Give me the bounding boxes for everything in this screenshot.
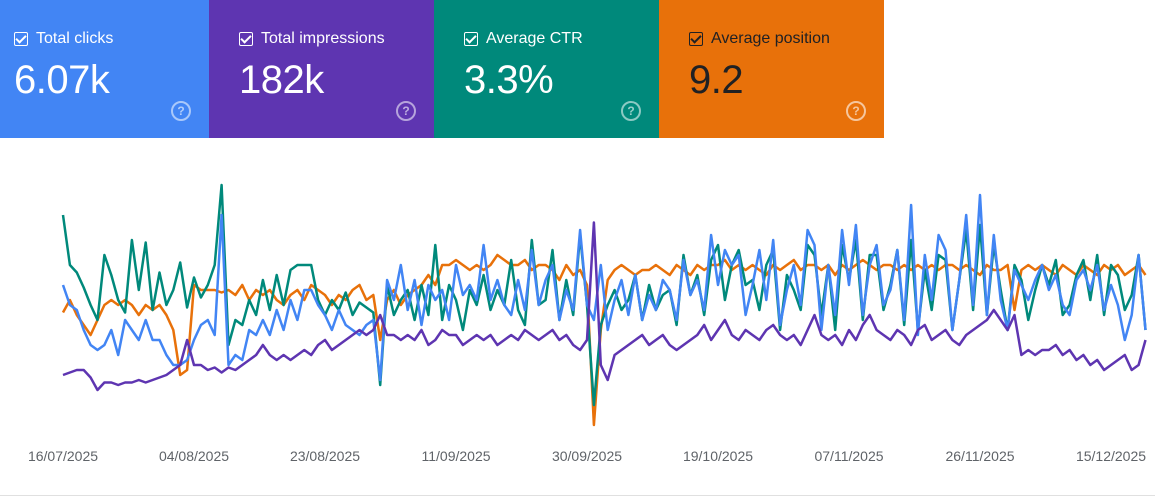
card-average-position[interactable]: Average position 9.2 ? <box>659 0 884 138</box>
card-value: 9.2 <box>689 58 744 102</box>
card-value: 3.3% <box>464 58 554 102</box>
x-tick-label: 04/08/2025 <box>159 448 229 464</box>
series-line-average-ctr <box>61 183 1147 407</box>
card-label: Total clicks <box>36 30 114 47</box>
card-label: Total impressions <box>261 30 385 47</box>
card-value: 6.07k <box>14 58 110 102</box>
x-tick-label: 11/09/2025 <box>421 448 490 464</box>
x-tick-label: 07/11/2025 <box>814 448 883 464</box>
x-tick-label: 30/09/2025 <box>552 448 622 464</box>
metric-cards: Total clicks 6.07k ? Total impressions 1… <box>0 0 884 138</box>
x-tick-label: 26/11/2025 <box>945 448 1014 464</box>
card-label: Average position <box>711 30 830 47</box>
x-tick-label: 16/07/2025 <box>28 448 98 464</box>
divider <box>0 495 1155 496</box>
card-average-ctr[interactable]: Average CTR 3.3% ? <box>434 0 659 138</box>
help-icon[interactable]: ? <box>396 101 416 121</box>
series-line-total-clicks <box>61 193 1147 382</box>
help-icon[interactable]: ? <box>621 101 641 121</box>
card-total-impressions[interactable]: Total impressions 182k ? <box>209 0 434 138</box>
x-tick-label: 19/10/2025 <box>683 448 753 464</box>
x-tick-label: 23/08/2025 <box>290 448 360 464</box>
x-tick-label: 15/12/2025 <box>1076 448 1146 464</box>
series-line-total-impressions <box>62 221 1147 392</box>
checkbox-checked-icon[interactable] <box>239 32 253 46</box>
card-label: Average CTR <box>486 30 583 47</box>
help-icon[interactable]: ? <box>171 101 191 121</box>
help-icon[interactable]: ? <box>846 101 866 121</box>
card-total-clicks[interactable]: Total clicks 6.07k ? <box>0 0 209 138</box>
card-value: 182k <box>239 58 324 102</box>
checkbox-checked-icon[interactable] <box>14 32 28 46</box>
checkbox-checked-icon[interactable] <box>689 32 703 46</box>
checkbox-checked-icon[interactable] <box>464 32 478 46</box>
